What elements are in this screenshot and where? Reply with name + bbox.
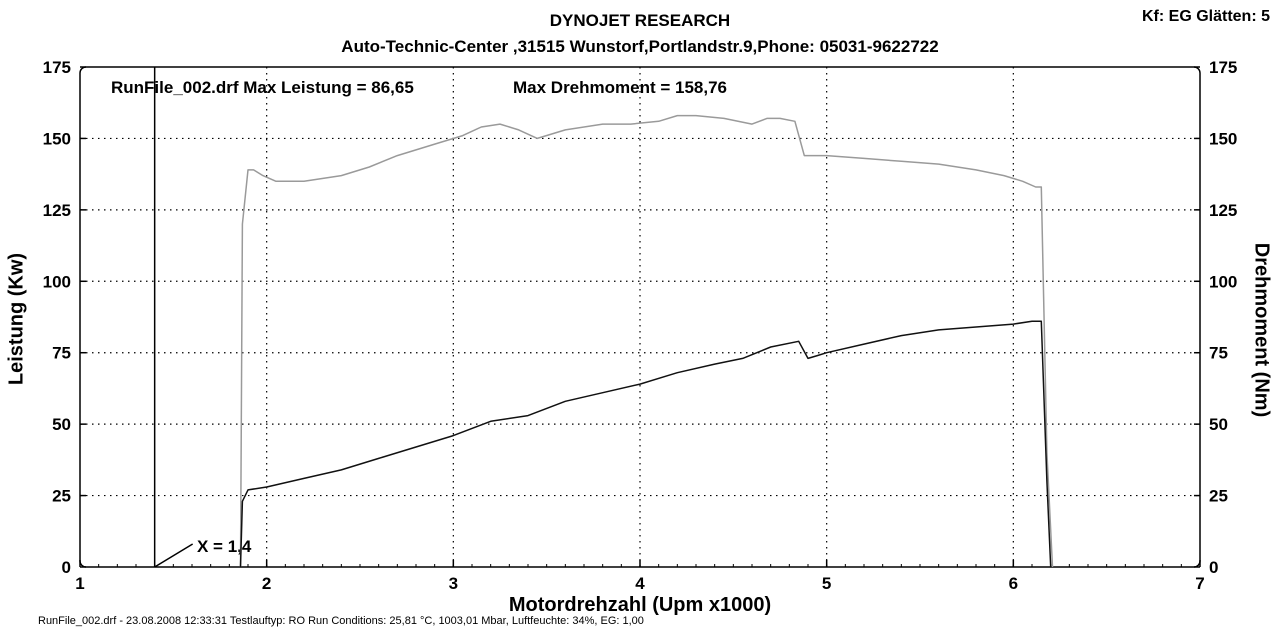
- chart-subtitle: Auto-Technic-Center ,31515 Wunstorf,Port…: [341, 37, 939, 56]
- y-tick-label-left: 150: [43, 129, 71, 148]
- rpm-marker: [153, 67, 194, 568]
- y-tick-label-left: 100: [43, 272, 71, 291]
- max-drehmoment-annotation: Max Drehmoment = 158,76: [513, 78, 728, 97]
- y-tick-label-right: 50: [1209, 415, 1228, 434]
- y-tick-label-right: 175: [1209, 58, 1237, 77]
- y-tick-label-right: 125: [1209, 201, 1237, 220]
- x-tick-label: 3: [449, 574, 458, 593]
- y-tick-label-right: 150: [1209, 129, 1237, 148]
- x-tick-label: 4: [635, 574, 645, 593]
- leistung-line: [239, 320, 1052, 568]
- x-tick-label: 2: [262, 574, 271, 593]
- series-lines: [239, 114, 1054, 568]
- y-tick-label-right: 0: [1209, 558, 1218, 577]
- x-tick-label: 7: [1195, 574, 1204, 593]
- y-tick-label-left: 125: [43, 201, 71, 220]
- x-tick-label: 6: [1009, 574, 1018, 593]
- y-tick-label-left: 175: [43, 58, 71, 77]
- drehmoment-line: [239, 114, 1054, 568]
- run-footer: RunFile_002.drf - 23.08.2008 12:33:31 Te…: [38, 615, 644, 627]
- chart-title: DYNOJET RESEARCH: [549, 11, 731, 30]
- y-tick-label-right: 100: [1209, 272, 1237, 291]
- grid-lines: [80, 67, 1200, 567]
- x-marker-label: X = 1,4: [197, 537, 252, 556]
- marker-leader: [154, 543, 194, 568]
- y-tick-label-left: 25: [52, 487, 71, 506]
- x-tick-label: 5: [822, 574, 831, 593]
- y-tick-label-left: 0: [62, 558, 71, 577]
- x-axis-label: Motordrehzahl (Upm x1000): [508, 594, 772, 616]
- y-tick-label-left: 50: [52, 415, 71, 434]
- plot-frame: [79, 66, 1201, 568]
- x-tick-label: 1: [75, 574, 84, 593]
- y-tick-label-right: 25: [1209, 487, 1228, 506]
- filter-info: Kf: EG Glätten: 5: [1141, 8, 1270, 25]
- max-leistung-annotation: RunFile_002.drf Max Leistung = 86,65: [111, 78, 414, 97]
- y-tick-label-right: 75: [1209, 344, 1228, 363]
- y-tick-label-left: 75: [52, 344, 71, 363]
